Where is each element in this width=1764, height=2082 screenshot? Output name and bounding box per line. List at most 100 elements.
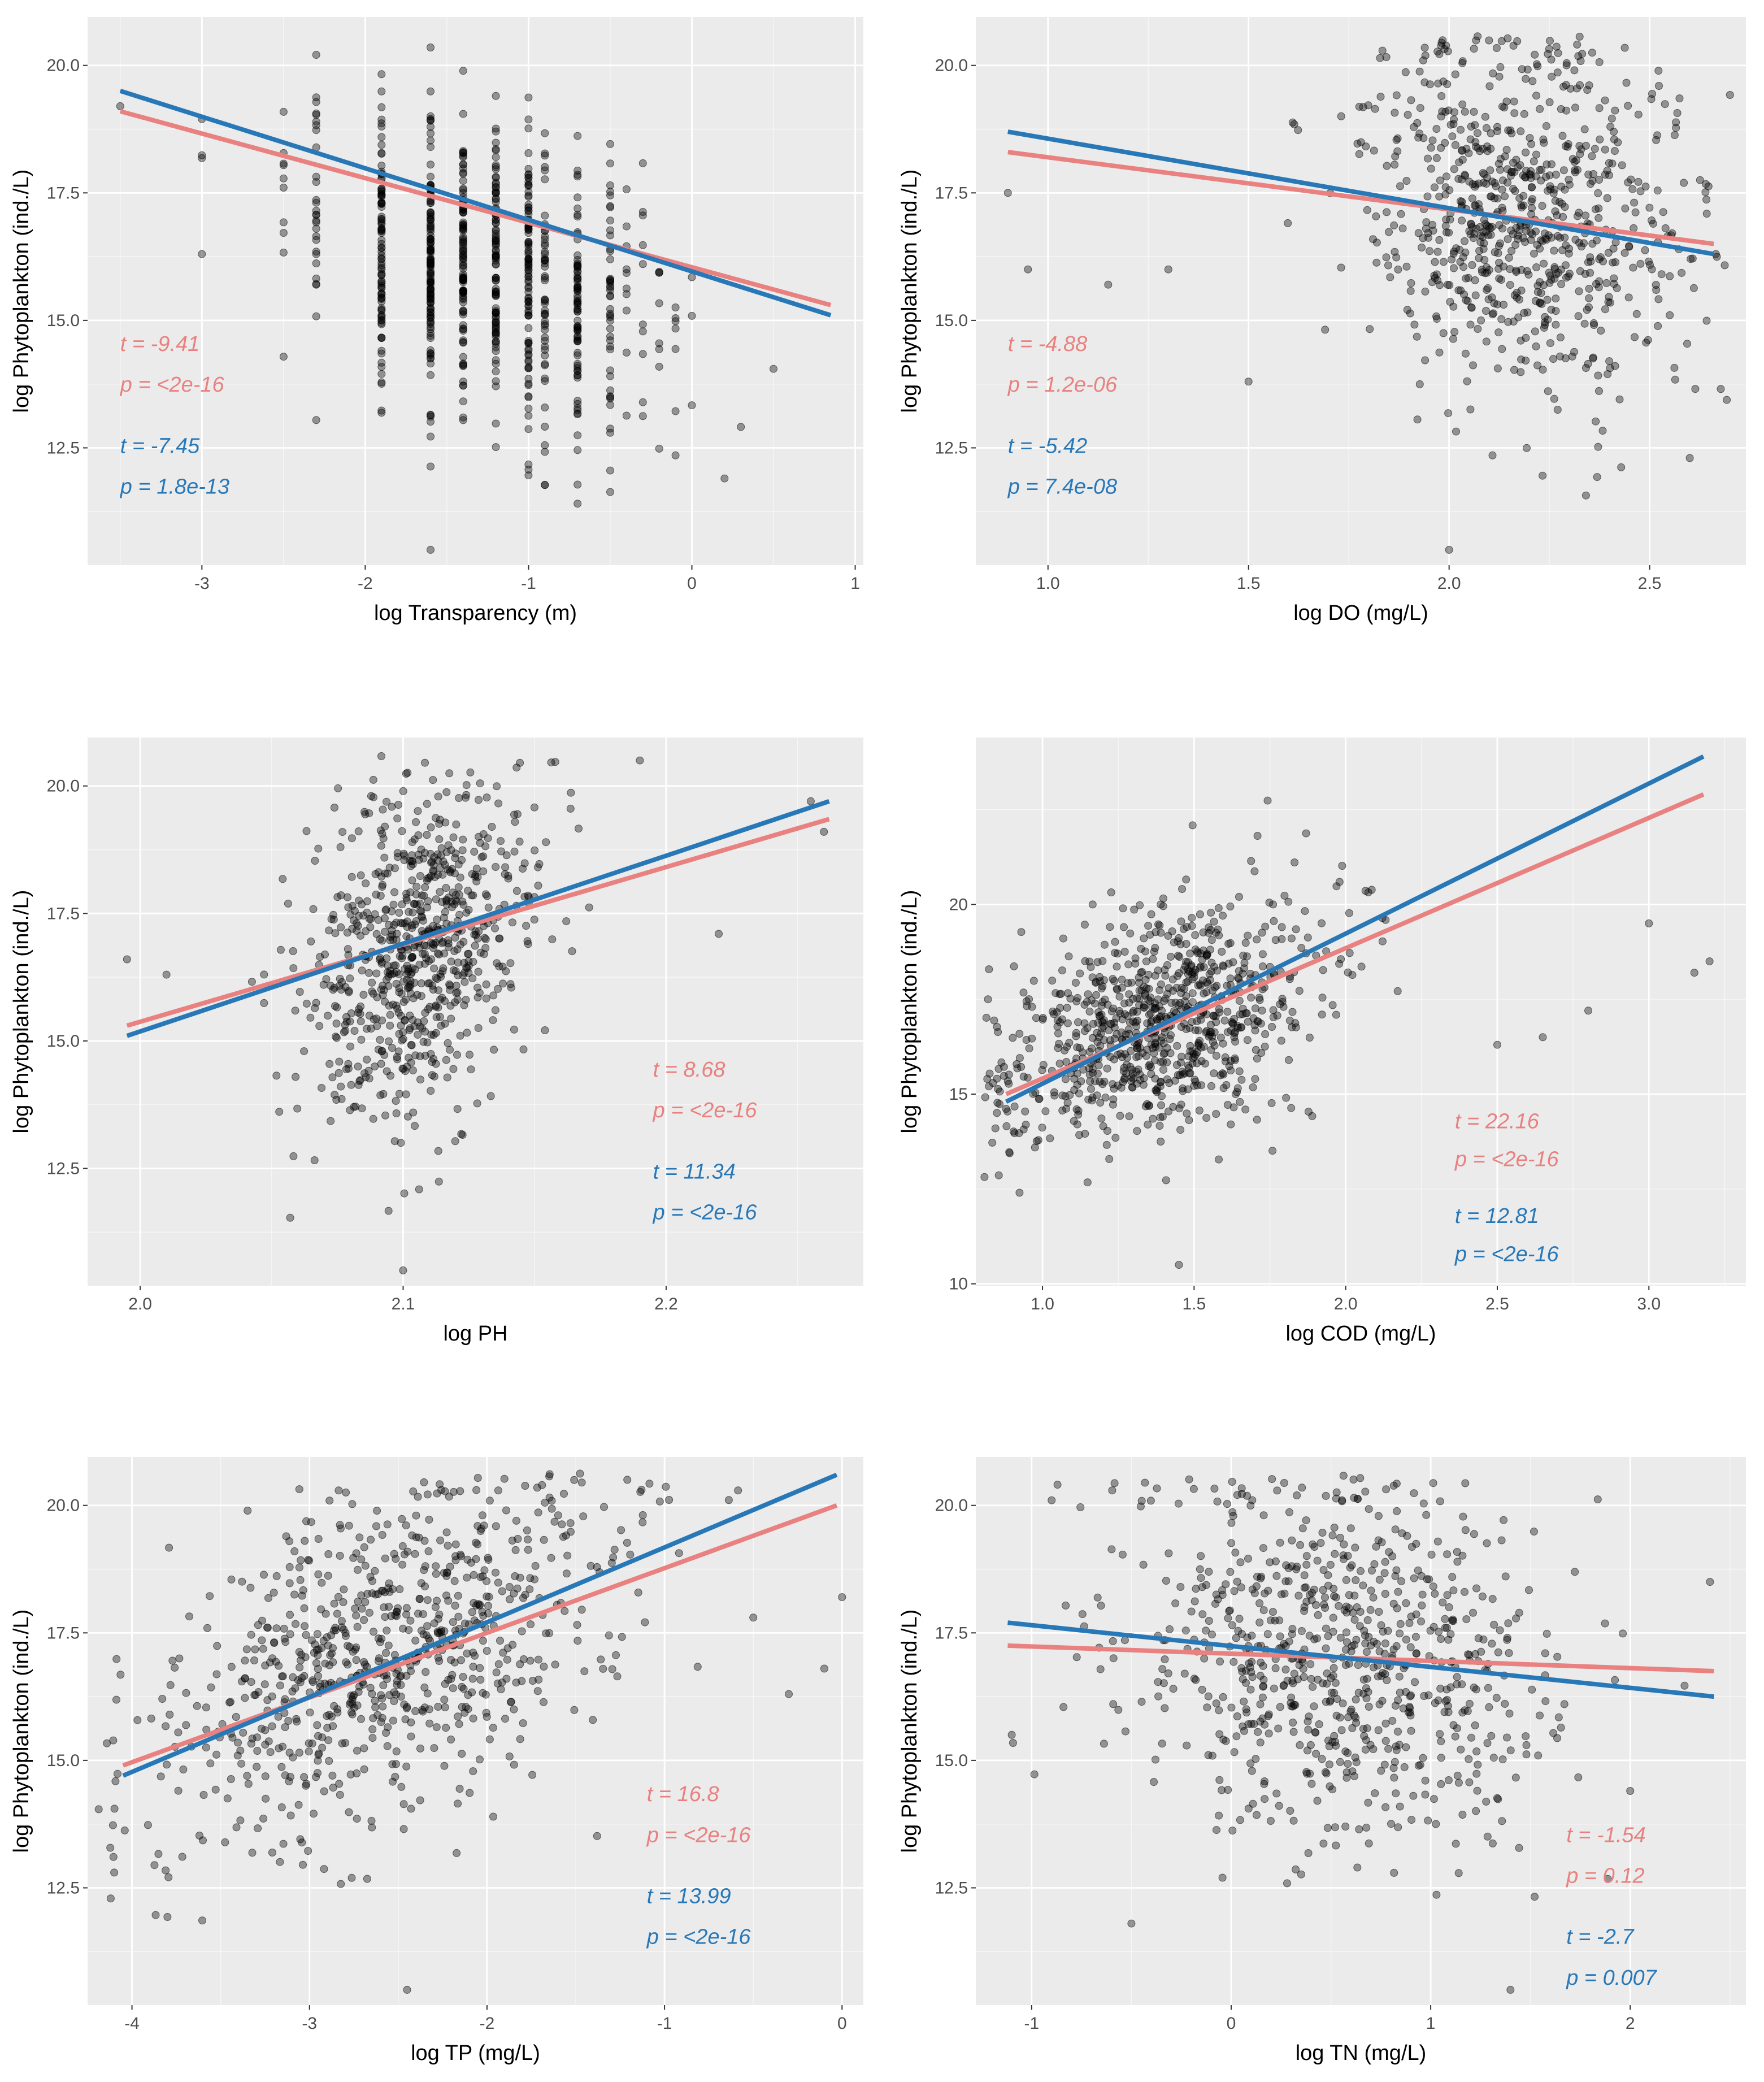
data-point <box>481 944 490 952</box>
data-point <box>1532 150 1540 159</box>
data-point <box>302 827 311 835</box>
data-point <box>1416 104 1424 112</box>
annotation-blue-p: p = <2e-16 <box>646 1925 751 1949</box>
data-point <box>1596 253 1605 262</box>
data-point <box>112 1695 120 1704</box>
data-point <box>1139 1560 1148 1569</box>
data-point <box>377 380 386 388</box>
data-point <box>133 1716 142 1724</box>
data-point <box>1454 1869 1463 1877</box>
data-point <box>1641 183 1650 191</box>
data-point <box>371 1567 379 1575</box>
data-point <box>1435 236 1444 244</box>
data-point <box>1449 302 1458 311</box>
data-point <box>1200 1043 1208 1051</box>
data-point <box>1161 1655 1169 1664</box>
data-point <box>427 314 435 322</box>
data-point <box>1383 162 1391 170</box>
data-point <box>395 970 403 979</box>
data-point <box>1563 142 1572 151</box>
data-point <box>1492 44 1501 52</box>
data-point <box>518 1627 526 1636</box>
data-point <box>1271 1557 1280 1565</box>
data-point <box>1423 1575 1431 1584</box>
data-point <box>1620 44 1629 52</box>
data-point <box>1537 289 1545 297</box>
data-point <box>492 153 500 162</box>
data-point <box>1326 1698 1334 1706</box>
data-point <box>524 345 533 353</box>
data-point <box>1498 1817 1506 1825</box>
data-point <box>996 1100 1003 1108</box>
data-point <box>314 1769 321 1777</box>
data-point <box>1269 1013 1278 1021</box>
data-point <box>341 1632 350 1640</box>
data-point <box>405 1053 413 1062</box>
data-point <box>450 1577 459 1585</box>
data-point <box>1276 1538 1284 1547</box>
data-point <box>542 838 550 847</box>
data-point <box>424 1634 433 1643</box>
data-point <box>1470 45 1478 53</box>
data-point <box>1571 236 1580 244</box>
data-point <box>279 353 288 361</box>
data-point <box>347 1691 355 1700</box>
data-point <box>1307 1675 1315 1683</box>
data-point <box>254 1688 263 1696</box>
data-point <box>1451 141 1459 149</box>
data-point <box>284 1717 293 1725</box>
data-point <box>1435 1628 1443 1636</box>
data-point <box>1646 261 1654 269</box>
data-point <box>1362 1648 1371 1656</box>
data-point <box>1491 248 1499 257</box>
data-point <box>347 1873 356 1882</box>
data-point <box>1494 1795 1502 1803</box>
data-point <box>510 1760 518 1769</box>
data-point <box>1361 1745 1370 1754</box>
data-point <box>386 966 394 975</box>
data-point <box>1523 66 1532 73</box>
data-point <box>468 1688 476 1697</box>
data-point <box>1500 1516 1508 1524</box>
data-point <box>1294 126 1302 135</box>
data-point <box>528 1677 537 1685</box>
data-point <box>312 248 320 256</box>
data-point <box>1246 1663 1254 1672</box>
x-axis-title: log TP (mg/L) <box>411 2041 540 2065</box>
data-point <box>1551 207 1559 215</box>
data-point <box>1212 1052 1220 1060</box>
data-point <box>290 1590 299 1599</box>
data-point <box>354 1062 362 1071</box>
data-point <box>325 1497 334 1505</box>
data-point <box>1288 1536 1296 1545</box>
data-point <box>1570 66 1579 75</box>
data-point <box>1227 1519 1236 1527</box>
data-point <box>168 1656 177 1665</box>
data-point <box>1248 1673 1257 1681</box>
data-point <box>492 138 500 147</box>
data-point <box>1342 1628 1350 1637</box>
data-point <box>409 908 417 917</box>
data-point <box>1515 296 1523 303</box>
data-point <box>1482 124 1491 132</box>
data-point <box>1458 1811 1467 1819</box>
data-point <box>1438 107 1446 116</box>
data-point <box>1226 974 1235 983</box>
data-point <box>1441 190 1450 199</box>
data-point <box>400 1701 409 1708</box>
data-point <box>1360 1732 1368 1740</box>
data-point <box>1536 278 1544 287</box>
data-point <box>399 1028 407 1036</box>
data-point <box>617 1526 625 1534</box>
data-point <box>1503 1733 1511 1742</box>
data-point <box>1227 1026 1235 1035</box>
data-point <box>1342 1576 1350 1584</box>
data-point <box>1421 1776 1430 1785</box>
data-point <box>1472 1584 1481 1593</box>
data-point <box>1308 1589 1317 1597</box>
data-point <box>446 981 454 990</box>
data-point <box>1482 307 1490 315</box>
data-point <box>312 196 320 204</box>
annotation-red-p: p = <2e-16 <box>120 373 225 397</box>
data-point <box>1182 940 1191 948</box>
